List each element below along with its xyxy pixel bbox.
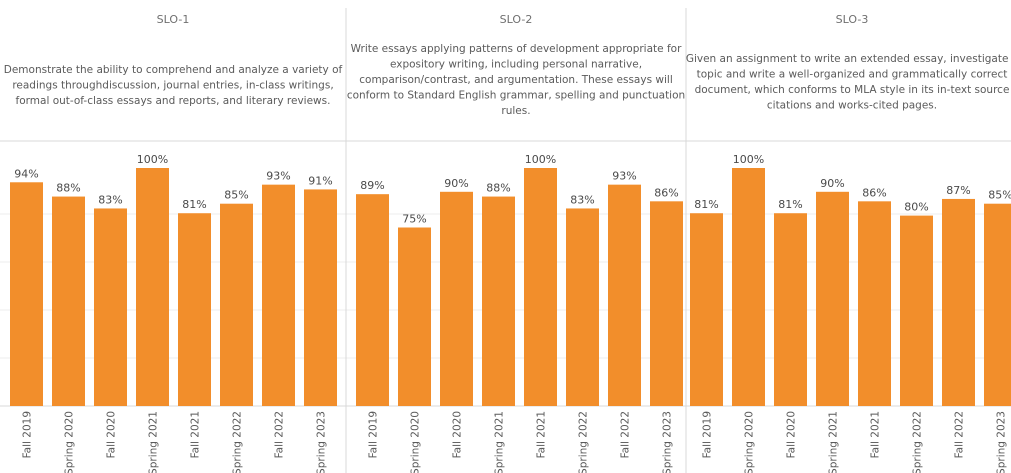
panel-title: SLO-2 xyxy=(500,13,533,26)
x-tick-label: Fall 2022 xyxy=(274,411,286,458)
bar-value-label: 81% xyxy=(182,198,206,211)
bar-value-label: 93% xyxy=(612,170,636,183)
x-tick-label: Fall 2021 xyxy=(190,411,202,458)
bar-value-label: 83% xyxy=(98,193,122,206)
slo-description-line: conform to Standard English grammar, spe… xyxy=(347,90,685,102)
bar-value-label: 100% xyxy=(525,153,556,166)
x-tick-label: Spring 2023 xyxy=(316,411,328,473)
bar xyxy=(732,168,765,406)
x-tick-label: Fall 2019 xyxy=(22,411,34,458)
x-tick-label: Spring 2020 xyxy=(744,411,756,473)
bar xyxy=(566,208,599,406)
bar-value-label: 80% xyxy=(904,201,928,214)
bar xyxy=(482,196,515,406)
x-tick-label: Fall 2021 xyxy=(870,411,882,458)
x-tick-label: Spring 2020 xyxy=(64,411,76,473)
slo-description-line: document, which conforms to MLA style in… xyxy=(695,84,1010,96)
bar-value-label: 88% xyxy=(486,182,510,195)
bar-value-label: 81% xyxy=(694,198,718,211)
x-tick-label: Spring 2021 xyxy=(828,411,840,473)
panel-title: SLO-1 xyxy=(157,13,190,26)
panel-slo-1: SLO-1 Demonstrate the ability to comprehe… xyxy=(4,13,343,473)
x-tick-label: Fall 2022 xyxy=(954,411,966,458)
bar xyxy=(356,194,389,406)
x-tick-label: Spring 2020 xyxy=(410,411,422,473)
bar-value-label: 75% xyxy=(402,213,426,226)
bar-value-label: 90% xyxy=(444,177,468,190)
bar-value-label: 100% xyxy=(733,153,764,166)
bar-value-label: 100% xyxy=(137,153,168,166)
bar xyxy=(136,168,169,406)
bar xyxy=(984,203,1011,406)
bar xyxy=(524,168,557,406)
x-tick-label: Spring 2022 xyxy=(232,411,244,473)
bar xyxy=(690,213,723,406)
bar-value-label: 94% xyxy=(14,167,38,180)
bar xyxy=(440,191,473,406)
bar xyxy=(900,215,933,406)
bar xyxy=(774,213,807,406)
slo-description-line: comparison/contrast, and argumentation. … xyxy=(359,74,672,86)
bar-value-label: 86% xyxy=(862,186,886,199)
bar xyxy=(608,184,641,406)
bar xyxy=(52,196,85,406)
bar-value-label: 86% xyxy=(654,186,678,199)
slo-description-line: expository writing, including personal n… xyxy=(390,59,642,71)
x-tick-label: Fall 2020 xyxy=(786,411,798,458)
bar-value-label: 89% xyxy=(360,179,384,192)
bar-value-label: 91% xyxy=(308,174,332,187)
bar-value-label: 81% xyxy=(778,198,802,211)
slo-description-line: Write essays applying patterns of develo… xyxy=(351,43,682,55)
bar xyxy=(10,182,43,406)
slo-description-line: Demonstrate the ability to comprehend an… xyxy=(4,64,343,76)
bar-value-label: 93% xyxy=(266,170,290,183)
bar xyxy=(304,189,337,406)
bar xyxy=(942,198,975,406)
slo-description-line: formal out-of-class essays and reports, … xyxy=(16,95,331,107)
bar xyxy=(858,201,891,406)
panel-title: SLO-3 xyxy=(836,13,869,26)
bar-value-label: 83% xyxy=(570,193,594,206)
bar xyxy=(816,191,849,406)
bar-value-label: 88% xyxy=(56,182,80,195)
bar-value-label: 87% xyxy=(946,184,970,197)
panel-slo-3: SLO-3 Given an assignment to write an ext… xyxy=(686,13,1011,473)
x-tick-label: Fall 2019 xyxy=(368,411,380,458)
bar xyxy=(220,203,253,406)
bar xyxy=(650,201,683,406)
bar xyxy=(398,227,431,406)
slo-description-line: rules. xyxy=(501,105,530,117)
panel-slo-2: SLO-2 Write essays applying patterns of d… xyxy=(347,13,685,473)
slo-description-line: citations and works-cited pages. xyxy=(767,100,937,112)
bar-value-label: 85% xyxy=(224,189,248,202)
x-tick-label: Fall 2022 xyxy=(620,411,632,458)
x-tick-label: Fall 2020 xyxy=(106,411,118,458)
slo-description-line: Given an assignment to write an extended… xyxy=(686,53,1011,65)
bar-value-label: 85% xyxy=(988,189,1011,202)
slo-description-line: readings throughdiscussion, journal entr… xyxy=(12,80,333,92)
bar xyxy=(178,213,211,406)
slo-description-line: topic and write a well-organized and gra… xyxy=(697,69,1008,81)
x-tick-label: Spring 2022 xyxy=(578,411,590,473)
x-tick-label: Spring 2021 xyxy=(148,411,160,473)
x-tick-label: Spring 2023 xyxy=(996,411,1008,473)
x-tick-label: Fall 2021 xyxy=(536,411,548,458)
bar-value-label: 90% xyxy=(820,177,844,190)
x-tick-label: Spring 2021 xyxy=(494,411,506,473)
bar xyxy=(262,184,295,406)
x-tick-label: Fall 2020 xyxy=(452,411,464,458)
x-tick-label: Spring 2023 xyxy=(662,411,674,473)
x-tick-label: Spring 2022 xyxy=(912,411,924,473)
x-tick-label: Fall 2019 xyxy=(702,411,714,458)
bar xyxy=(94,208,127,406)
